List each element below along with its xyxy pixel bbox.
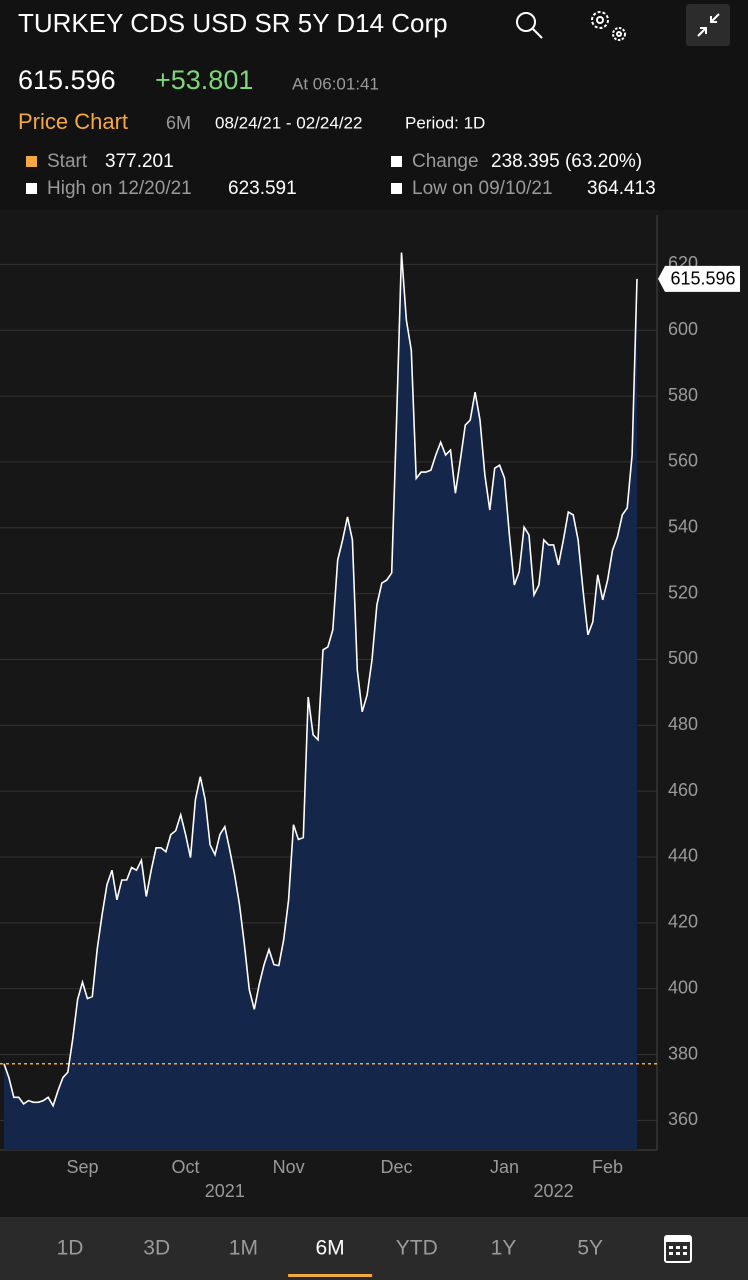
price-change: +53.801 [155,65,253,95]
stat-label: High on 12/20/21 [47,178,192,199]
settings-icon[interactable] [591,11,626,41]
stat-value: 377.201 [105,151,174,172]
x-tick-label: Feb [592,1157,623,1177]
y-tick-label: 480 [668,714,698,734]
range-tab[interactable]: 3D [143,1237,170,1260]
x-tick-label: Jan [490,1157,519,1177]
chart-label: Price Chart [18,109,128,134]
collapse-button[interactable] [686,4,730,46]
calendar-icon[interactable] [664,1235,692,1263]
stat-value: 623.591 [228,178,297,199]
x-tick-label: Oct [172,1157,200,1177]
y-tick-label: 600 [668,319,698,339]
change-swatch [391,156,402,167]
y-tick-label: 360 [668,1109,698,1129]
y-tick-label: 500 [668,648,698,668]
date-range: 08/24/21 - 02/24/22 [215,113,362,132]
start-swatch [26,156,37,167]
tab-bar [0,1217,748,1280]
search-icon[interactable] [516,12,543,39]
last-price: 615.596 [18,65,116,95]
range-tab[interactable]: 6M [316,1237,345,1260]
y-tick-label: 420 [668,912,698,932]
stat-value: 364.413 [587,178,656,199]
x-tick-label: Dec [381,1157,413,1177]
range-label: 6M [166,113,191,133]
high-swatch [26,183,37,194]
year-label: 2022 [534,1181,574,1201]
tab-underline [288,1274,373,1277]
update-time: At 06:01:41 [292,74,379,93]
last-value-box [658,265,740,292]
range-tab[interactable]: 1Y [491,1237,517,1260]
price-line [3,252,638,1108]
y-tick-label: 460 [668,780,698,800]
last-value-label: 615.596 [670,269,735,289]
range-tab[interactable]: 5Y [577,1237,603,1260]
range-tab[interactable]: 1D [57,1237,84,1260]
range-tab[interactable]: 1M [229,1237,258,1260]
x-tick-label: Sep [66,1157,98,1177]
y-tick-label: 380 [668,1043,698,1063]
period: Period: 1D [405,113,485,132]
stat-label: Low on 09/10/21 [412,178,553,199]
stat-label: Change [412,151,479,172]
range-tab[interactable]: YTD [396,1237,438,1260]
x-tick-label: Nov [273,1157,305,1177]
year-label: 2021 [205,1181,245,1201]
stat-label: Start [47,151,88,172]
stat-value: 238.395 (63.20%) [491,151,642,172]
y-tick-label: 560 [668,451,698,471]
y-tick-label: 580 [668,385,698,405]
y-tick-label: 440 [668,846,698,866]
y-tick-label: 520 [668,582,698,602]
security-title: TURKEY CDS USD SR 5Y D14 Corp [18,8,448,38]
low-swatch [391,183,402,194]
y-tick-label: 400 [668,977,698,997]
y-tick-label: 540 [668,517,698,537]
